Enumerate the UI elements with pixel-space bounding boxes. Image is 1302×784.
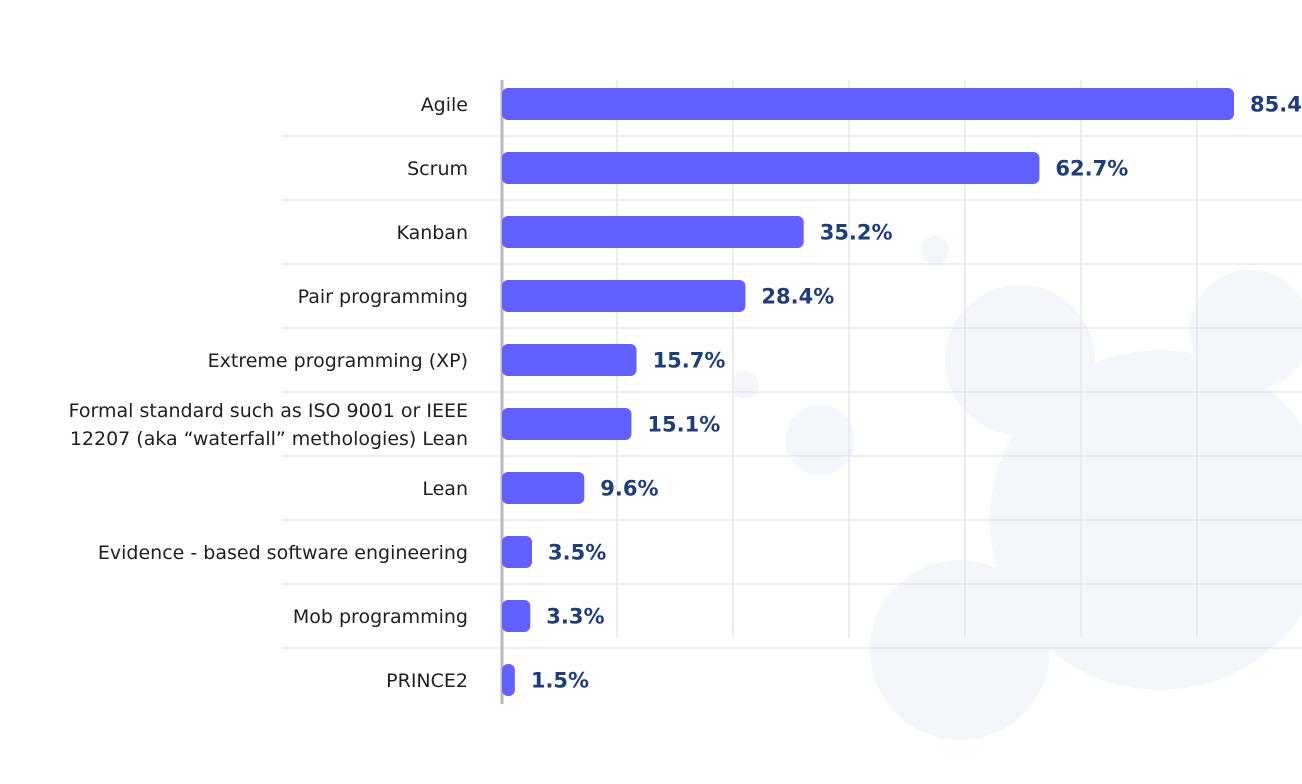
background-blob	[785, 405, 855, 475]
category-label: Agile	[421, 94, 468, 116]
category-label: Extreme programming (XP)	[208, 350, 468, 372]
bar	[502, 280, 746, 312]
value-label: 15.1%	[647, 413, 720, 437]
category-label: Lean	[422, 478, 468, 500]
value-label: 3.5%	[548, 541, 606, 565]
chart-category-labels: Agile Scrum Kanban Pair programming Extreme …	[69, 94, 468, 692]
bar	[502, 536, 532, 568]
chart-bars	[502, 88, 1234, 696]
background-blob	[921, 236, 949, 264]
category-label: Scrum	[407, 158, 468, 180]
value-label: 62.7%	[1055, 157, 1128, 181]
background-blob	[945, 285, 1095, 435]
chart-value-labels: 85.4 % 62.7% 35.2% 28.4% 15.7% 15.1% 9.6% 3.5% 3…	[531, 93, 1302, 693]
value-label: 1.5%	[531, 669, 589, 693]
value-label: 3.3%	[546, 605, 604, 629]
background-blob	[1190, 270, 1302, 390]
category-label: Kanban	[396, 222, 468, 244]
value-label: 28.4%	[761, 285, 834, 309]
value-label: 35.2%	[820, 221, 893, 245]
background-decoration	[731, 236, 1302, 740]
background-blob	[731, 371, 759, 399]
value-label: 15.7%	[653, 349, 726, 373]
bar	[502, 664, 515, 696]
category-label: Mob programming	[293, 606, 468, 628]
bar	[502, 152, 1040, 184]
value-label: 9.6%	[600, 477, 658, 501]
value-label: 85.4 %	[1250, 93, 1302, 117]
category-label: Evidence - based software engineering	[98, 542, 468, 564]
category-label: Formal standard such as ISO 9001 or IEEE…	[69, 400, 468, 450]
category-label: Pair programming	[298, 286, 468, 308]
bar	[502, 408, 632, 440]
bar	[502, 88, 1234, 120]
bar	[502, 600, 531, 632]
bar	[502, 472, 585, 504]
bar	[502, 216, 804, 248]
bar	[502, 344, 637, 376]
background-blob	[870, 560, 1050, 740]
category-label: PRINCE2	[386, 670, 468, 692]
